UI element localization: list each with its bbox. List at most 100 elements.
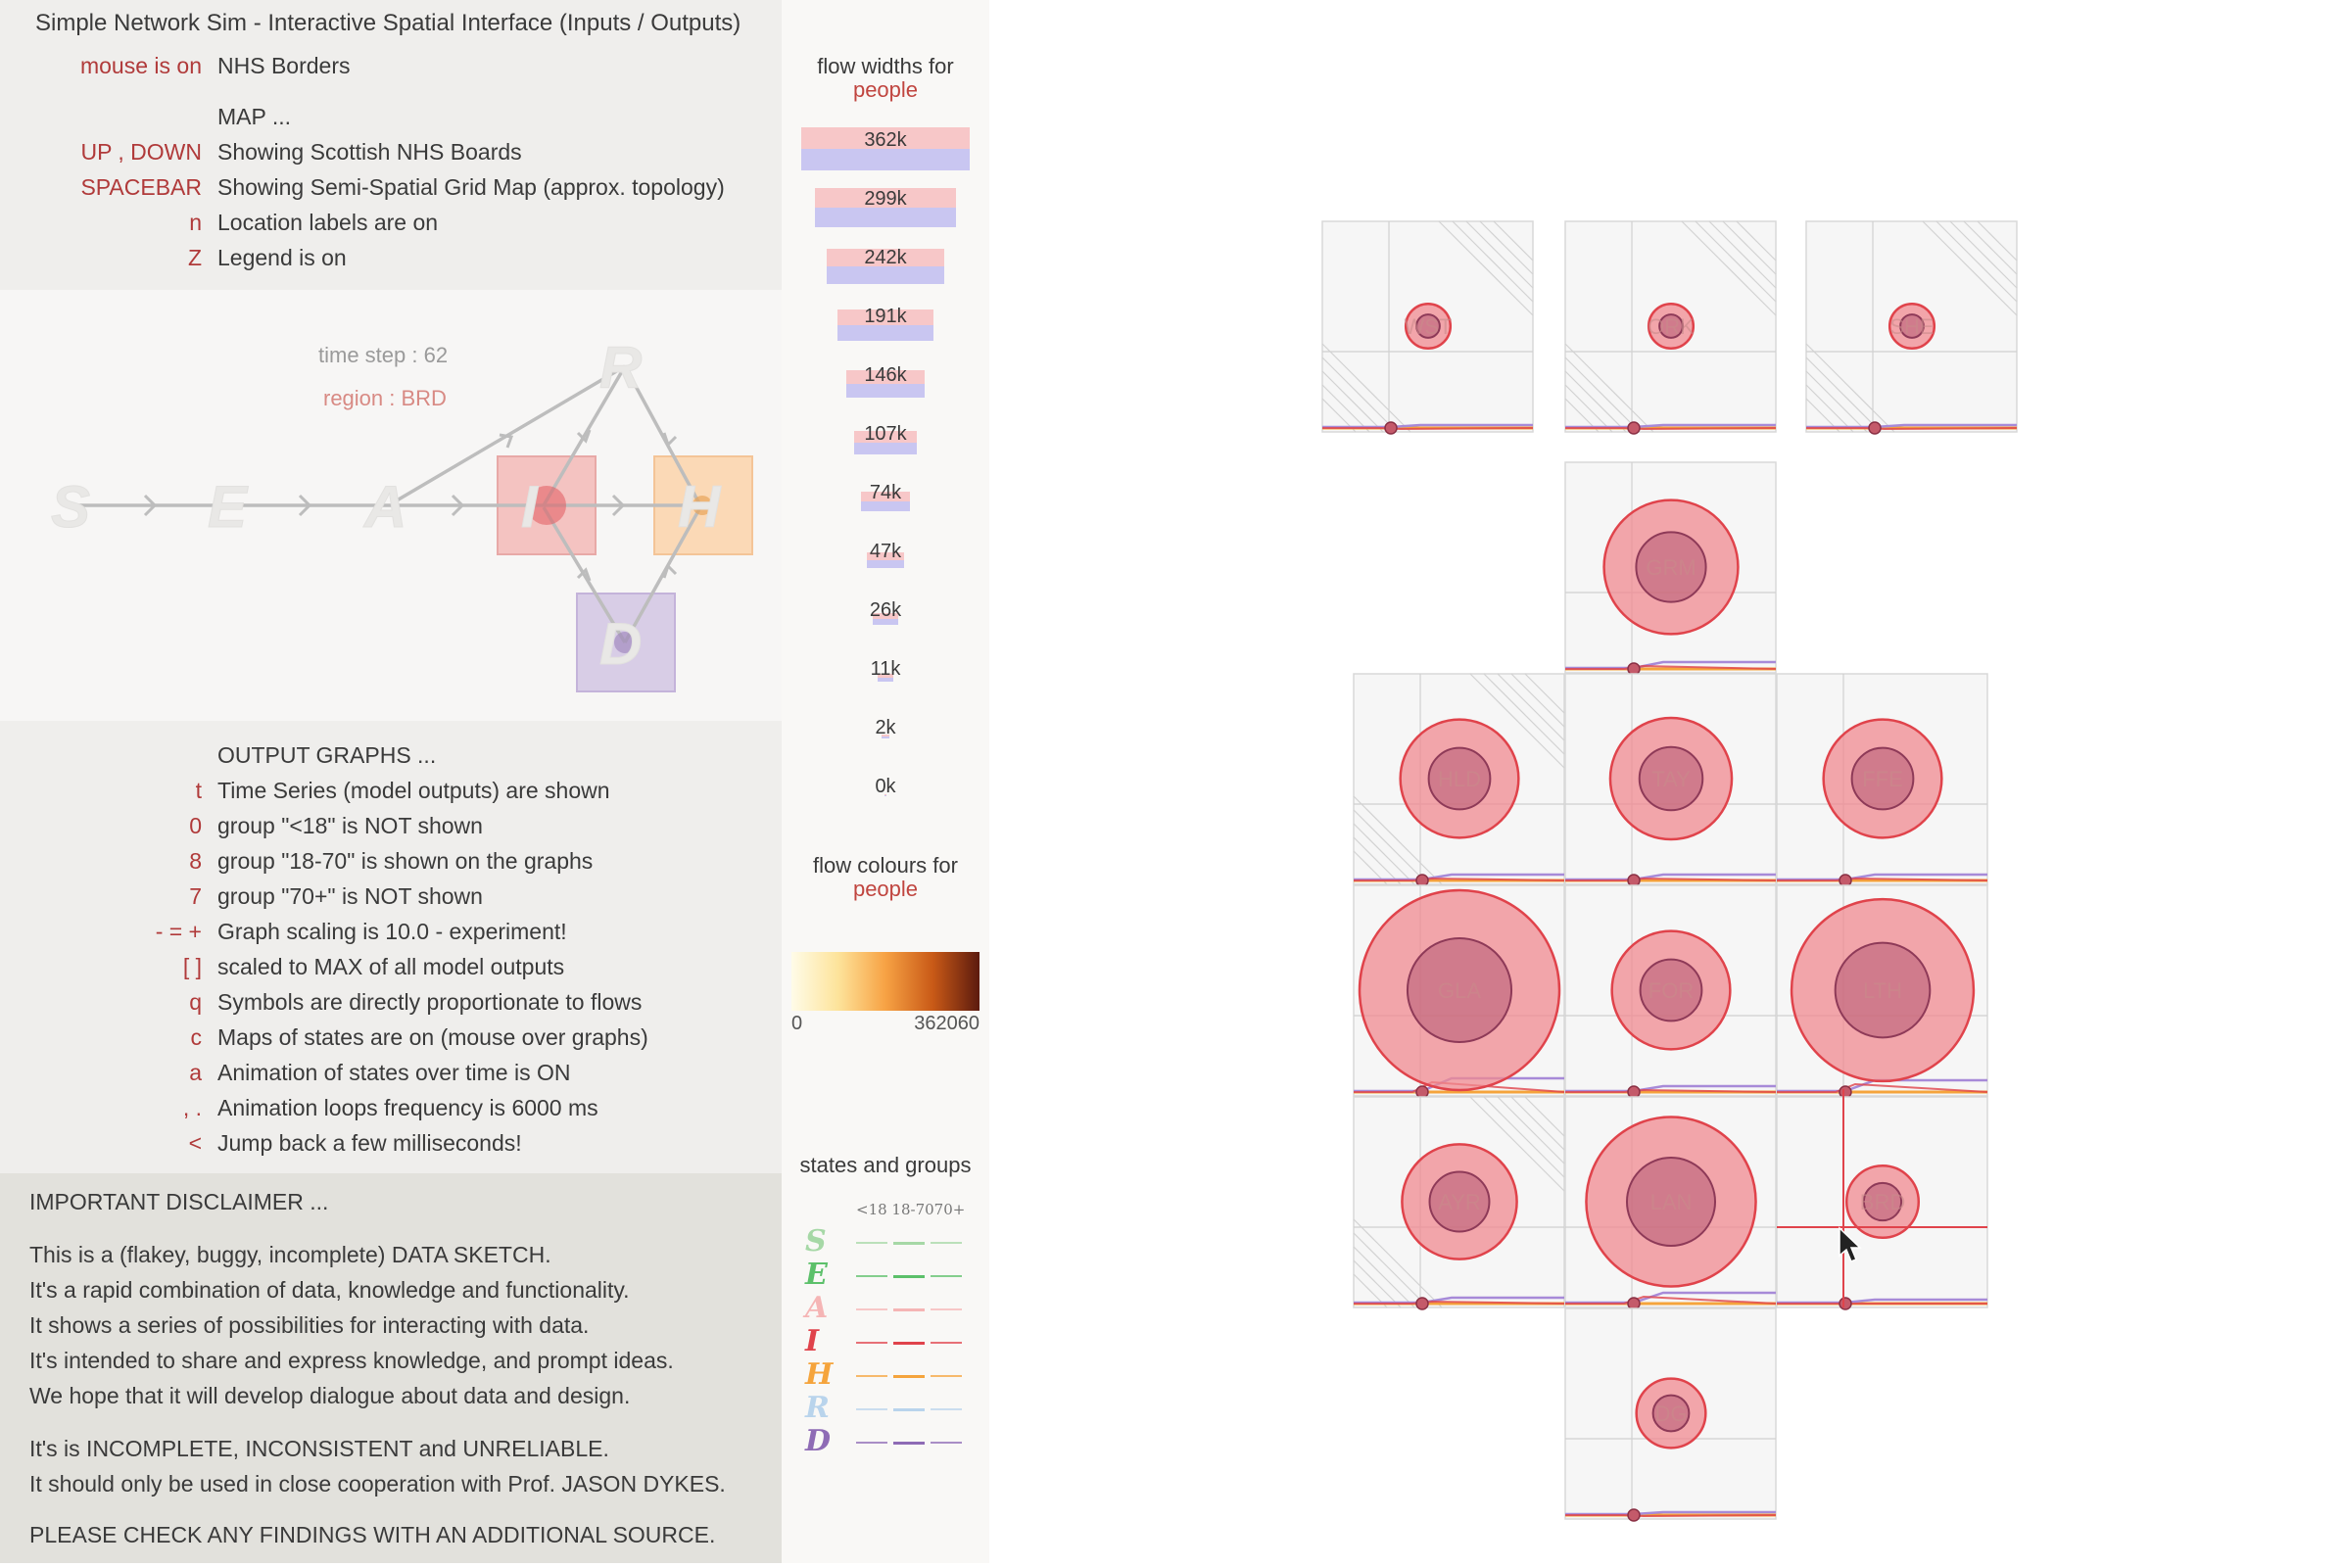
timeseries-line-infected [1565,427,1777,431]
app-title: Simple Network Sim - Interactive Spatial… [35,10,741,36]
region-symbol-inner [1658,313,1684,339]
timeseries-marker [1384,421,1398,435]
cell-hatch [1479,220,1534,275]
state-letter: H [805,1357,834,1392]
timeseries-marker [1868,421,1882,435]
flow-width-label: 47k [869,541,902,562]
cell-hatch [1708,220,1777,289]
shortcut-key: 0 [189,813,202,838]
timeseries-marker [1627,874,1641,887]
shortcut-key: c [190,1024,203,1050]
group-line [856,1442,887,1444]
region-symbol-inner [1635,531,1707,603]
board-cell-ork[interactable]: ORK [1564,220,1777,435]
region-symbol-inner [1428,1170,1491,1233]
group-line [893,1342,925,1345]
shortcut-desc: group "<18" is NOT shown [217,813,483,838]
board-cell-hld[interactable]: HLD [1353,673,1565,887]
flow-width-bar-bottom [861,501,910,511]
state-dot-dead [614,632,636,653]
state-letter-r: R [599,335,642,401]
timeseries-marker [1627,662,1641,676]
flow-width-label: 191k [864,306,907,327]
board-cell-gla[interactable]: GLA [1353,884,1565,1099]
output-row-group-18-70[interactable]: 8 group "18-70" is shown on the graphs [0,848,782,881]
cell-hatch [1805,370,1868,433]
flow-width-bar-bottom [854,443,917,454]
flow-width-bar-top [877,674,894,678]
region-code-label: DG [1655,1402,1688,1426]
map-row-labels[interactable]: n Location labels are on [0,210,782,243]
board-cell-wst[interactable]: WST [1321,220,1534,435]
group-line [931,1275,962,1277]
timeseries-marker [1627,1085,1641,1099]
output-row-symbols[interactable]: q Symbols are directly proportionate to f… [0,989,782,1022]
disclaimer-line: We hope that it will develop dialogue ab… [29,1383,631,1408]
output-row-group-under18[interactable]: 0 group "<18" is NOT shown [0,813,782,846]
output-row-scaled-max[interactable]: [ ] scaled to MAX of all model outputs [0,954,782,987]
output-row-animation[interactable]: a Animation of states over time is ON [0,1060,782,1093]
region-code-label: AYR [1438,1190,1481,1214]
board-cell-she[interactable]: SHE [1805,220,2018,435]
timeseries-line-infected [1322,427,1534,431]
map-row-legend[interactable]: Z Legend is on [0,245,782,278]
shortcut-key: Z [187,245,202,270]
output-row-jump-back[interactable]: < Jump back a few milliseconds! [0,1130,782,1164]
board-cell-grm[interactable]: GRM [1564,461,1777,676]
board-cell-for[interactable]: FOR [1564,884,1777,1099]
output-row-maps-of-states[interactable]: c Maps of states are on (mouse over graph… [0,1024,782,1058]
region-symbol-inner [1625,1156,1717,1248]
board-cell-brd[interactable]: BRD [1776,1096,1988,1310]
timeseries-marker [1415,1085,1429,1099]
states-groups-heading: states and groups [799,1153,972,1177]
grid-map[interactable]: WST ORK SHE GRM HLD TAY FFE GLA FOR LTH AYR LAN BRD D… [989,0,2341,1563]
ramp-max-label: 362060 [914,1013,979,1034]
shortcut-desc: scaled to MAX of all model outputs [217,954,565,979]
cell-hatch [1524,1096,1565,1137]
flow-width-bar-bottom [836,325,934,341]
cell-hatch [1321,384,1370,433]
flow-width-label: 242k [864,247,907,268]
flow-width-bar-top [827,249,944,266]
cell-hatch [1922,220,2018,316]
disclaimer-line: It should only be used in close cooperat… [29,1471,726,1497]
board-cell-lan[interactable]: LAN [1564,1096,1777,1310]
flow-width-bar-bottom [801,149,970,170]
time-step-label: time step : 62 [318,343,449,367]
output-row-animation-loop[interactable]: , . Animation loops frequency is 6000 ms [0,1095,782,1128]
flow-width-label: 11k [870,658,901,680]
map-row-spacebar[interactable]: SPACEBAR Showing Semi-Spatial Grid Map (… [0,174,782,208]
state-legend-row: I [782,1324,989,1358]
shortcut-desc: Location labels are on [217,210,439,235]
region-code-label: FOR [1648,978,1694,1003]
shortcut-key: q [189,989,202,1015]
group-labels: <18 18-7070+ [856,1201,966,1218]
board-cell-ffe[interactable]: FFE [1776,673,1988,887]
output-row-group-70plus[interactable]: 7 group "70+" is NOT shown [0,883,782,917]
cell-hatch [1963,220,2018,275]
flow-width-label: 2k [875,717,896,738]
flow-width-bar-top [867,552,904,560]
cell-hatch [1353,809,1429,885]
output-row-graph-scaling[interactable]: - = + Graph scaling is 10.0 - experiment! [0,919,782,952]
cell-hatch [1353,823,1415,885]
flow-width-bar-bottom [877,678,894,682]
cell-hatch [1564,343,1654,433]
grid-map-svg[interactable]: WST ORK SHE GRM HLD TAY FFE GLA FOR LTH AYR LAN BRD D… [989,0,2341,1563]
output-row-timeseries[interactable]: t Time Series (model outputs) are shown [0,778,782,811]
group-line [893,1375,925,1378]
network-diagram-section: time step : 62 region : BRD [0,290,782,721]
state-legend-row: S [782,1224,989,1259]
map-row-updown[interactable]: UP , DOWN Showing Scottish NHS Boards [0,139,782,172]
shortcut-desc: Animation loops frequency is 6000 ms [217,1095,598,1120]
region-symbol-inner [1651,1394,1691,1433]
board-cell-bg [1564,220,1777,433]
board-cell-lth[interactable]: LTH [1776,884,1988,1099]
board-cell-ayr[interactable]: AYR [1353,1096,1565,1310]
board-cell-tay[interactable]: TAY [1564,673,1777,887]
board-cell-dg[interactable]: DG [1564,1307,1777,1522]
state-network-diagram: S E A I H R D [51,335,753,692]
group-line [893,1442,925,1445]
group-line [931,1242,962,1244]
cell-hatch [1321,343,1411,433]
